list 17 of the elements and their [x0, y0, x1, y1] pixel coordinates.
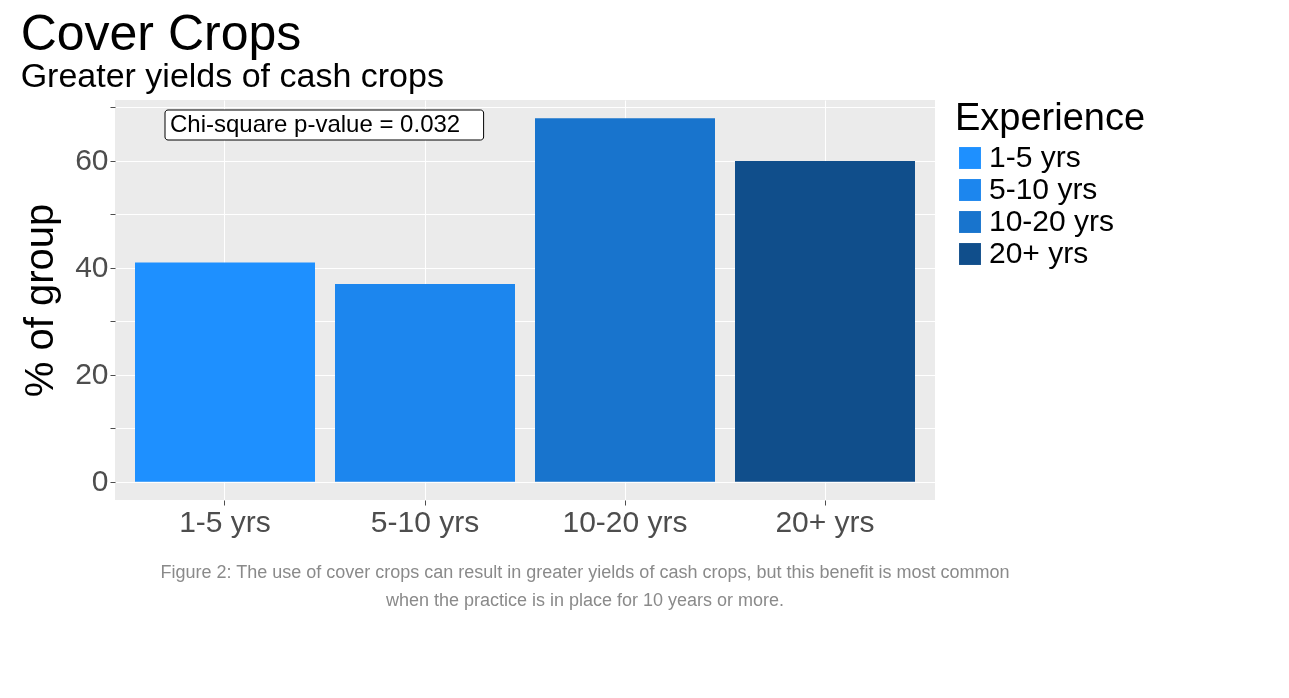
y-axis-title: % of group	[17, 203, 62, 398]
legend-label: 1-5 yrs	[989, 140, 1081, 173]
x-tick-label: 10-20 yrs	[562, 504, 688, 538]
y-tick-label: 0	[91, 464, 109, 498]
y-tick-label: 40	[75, 250, 109, 284]
legend-title: Experience	[955, 96, 1146, 138]
legend-label: 5-10 yrs	[989, 172, 1098, 205]
chart-title: Cover Crops	[20, 5, 302, 61]
x-tick-label: 20+ yrs	[775, 504, 875, 538]
y-tick-label: 60	[75, 143, 109, 177]
x-tick-label: 5-10 yrs	[370, 504, 480, 538]
x-tick-label: 1-5 yrs	[179, 504, 271, 538]
y-tick-label: 20	[75, 357, 109, 391]
annotation: Chi-square p-value = 0.032	[170, 110, 461, 137]
legend-label: 10-20 yrs	[989, 204, 1115, 237]
legend-label: 20+ yrs	[989, 236, 1089, 269]
caption: Figure 2: The use of cover crops can result in greater yields of cash crops, but this benefit is most common when the practice is in place for 10 years or more.	[160, 562, 1010, 610]
